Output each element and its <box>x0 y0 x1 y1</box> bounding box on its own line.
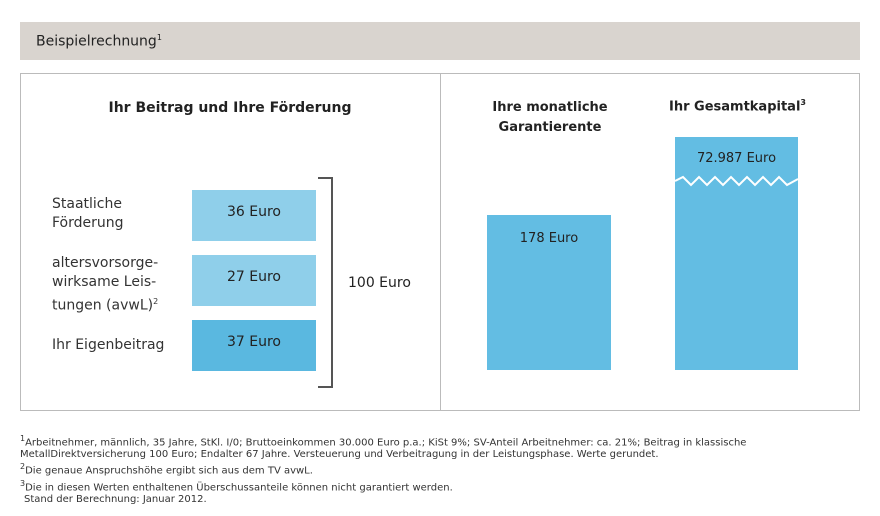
bar-label: 72.987 Euro <box>696 151 777 166</box>
footnote-1: 1Arbeitnehmer, männlich, 35 Jahre, StKl.… <box>20 433 780 461</box>
footnotes: 1Arbeitnehmer, männlich, 35 Jahre, StKl.… <box>20 433 780 494</box>
left-title: Ihr Beitrag und Ihre Förderung <box>108 100 352 116</box>
divider <box>440 73 441 411</box>
box-avwl: 27 Euro <box>192 255 316 306</box>
fn-num: 2 <box>20 462 26 472</box>
bar-label: 178 Euro <box>519 231 579 246</box>
total-value: 100 Euro <box>348 275 411 291</box>
fn-num: 3 <box>20 478 26 488</box>
label-avwl-text: altersvorsorge-wirksame Leis-tungen (avw… <box>52 255 159 314</box>
header-bar: Beispielrechnung1 <box>20 22 860 60</box>
stand-der-berechnung: Stand der Berechnung: Januar 2012. <box>24 494 207 505</box>
bracket <box>318 177 333 388</box>
fn-num: 1 <box>20 434 26 443</box>
axis-break-zigzag <box>675 175 798 187</box>
box-staatliche-foerderung: 36 Euro <box>192 190 316 241</box>
footnote-ref: 2 <box>153 297 159 306</box>
box-eigenbeitrag: 37 Euro <box>192 320 316 371</box>
label-avwl: altersvorsorge-wirksame Leis-tungen (avw… <box>52 254 164 316</box>
footnote-2: 2Die genaue Anspruchshöhe ergibt sich au… <box>20 461 780 477</box>
bar-title-garantierente: Ihre monatliche Garantierente <box>492 100 608 135</box>
bar-title-text: Ihr Gesamtkapital <box>669 99 801 115</box>
label-staatliche-foerderung: Staatliche Förderung <box>52 196 124 231</box>
footnote-3: 3Die in diesen Werten enthaltenen Übersc… <box>20 478 780 494</box>
bar-garantierente: 178 Euro <box>487 215 611 370</box>
footnote-ref: 3 <box>800 98 806 107</box>
label-eigenbeitrag: Ihr Eigenbeitrag <box>52 337 165 353</box>
fn-text: Die genaue Anspruchshöhe ergibt sich aus… <box>25 465 313 477</box>
bar-gesamtkapital: 72.987 Euro <box>675 137 798 370</box>
bar-title-gesamtkapital: Ihr Gesamtkapital3 <box>650 98 825 114</box>
fn-text: Die in diesen Werten enthaltenen Übersch… <box>25 481 453 493</box>
header-title: Beispielrechnung1 <box>36 33 162 50</box>
header-title-text: Beispielrechnung <box>36 33 157 50</box>
footnote-ref: 1 <box>156 33 162 42</box>
fn-text: Arbeitnehmer, männlich, 35 Jahre, StKl. … <box>20 437 747 461</box>
